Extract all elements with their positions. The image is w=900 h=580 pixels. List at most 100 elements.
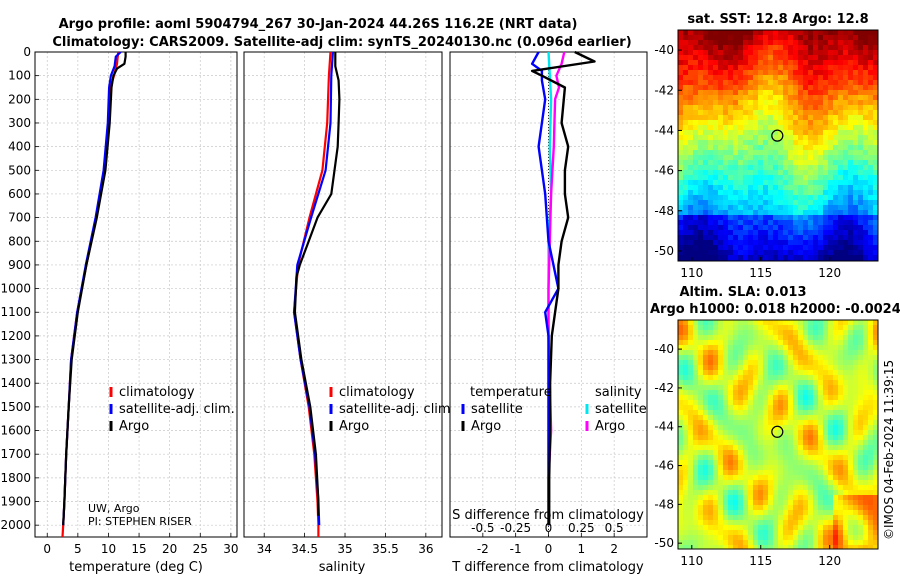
y-tick-label: -40 [654,43,674,57]
legend-entry: satellite [471,402,523,417]
plot-area [244,52,442,537]
y-tick-label: 700 [8,211,31,225]
heatmap-image [678,320,879,550]
y-tick-label: 1500 [0,400,31,414]
y-tick-label: 1300 [0,353,31,367]
s-tick-label: -0.5 [471,521,494,535]
x-tick-label: 110 [680,266,703,280]
legend-entry: Argo [595,419,625,434]
heatmap-image [678,30,879,262]
legend-entry: satellite-adj. clim. [339,402,455,417]
y-tick-label: 1800 [0,471,31,485]
y-tick-label: -44 [654,420,674,434]
legend-entry: climatology [339,385,415,400]
argo-position-marker [771,425,784,438]
y-tick-label: -40 [654,342,674,356]
sal-argo-line [293,52,341,516]
y-tick-label: -48 [654,497,674,511]
x-tick-label: 120 [818,554,841,568]
sla-subtitle: Argo h1000: 0.018 h2000: -0.0024 [650,302,900,317]
sla-title: Altim. SLA: 0.013 [680,285,807,300]
y-tick-label: 600 [8,187,31,201]
x-tick-label: 30 [223,542,238,556]
axes-frame [243,51,443,538]
x-tick-label: 110 [680,554,703,568]
x-tick-label: 115 [749,554,772,568]
y-tick-label: -42 [654,381,674,395]
legend-title-salinity: salinity [595,385,642,400]
x-tick-label: 10 [101,542,116,556]
tdiff-x-label: T difference from climatology [451,560,644,575]
y-tick-label: 1400 [0,376,31,390]
x-tick-label: 34.5 [291,542,318,556]
x-tick-label: 35.5 [372,542,399,556]
sst-map-panel: sat. SST: 12.8 Argo: 12.8 110 115 120 -40 -42… [654,12,879,280]
legend-entry: Argo [471,419,501,434]
y-tick-label: 1600 [0,424,31,438]
y-tick-label: 1100 [0,305,31,319]
y-tick-label: 900 [8,258,31,272]
sal-x-label: salinity [319,560,366,575]
y-tick-label: 100 [8,69,31,83]
y-tick-label: 1200 [0,329,31,343]
x-tick-label: 115 [749,266,772,280]
credit-line1: UW, Argo [88,502,140,515]
y-tick-label: -46 [654,164,674,178]
y-tick-label: -42 [654,83,674,97]
y-tick-label: 500 [8,163,31,177]
x-tick-label: 25 [193,542,208,556]
y-tick-label: 2000 [0,518,31,532]
figure-title-line1: Argo profile: aoml 5904794_267 30-Jan-20… [59,17,578,32]
y-tick-label: 400 [8,140,31,154]
figure-title-line2: Climatology: CARS2009. Satellite-adj cli… [52,35,631,50]
y-tick-label: 1700 [0,447,31,461]
tdiff-satellite-line [530,51,560,526]
x-tick-label: 0 [43,542,51,556]
y-tick-label: 800 [8,234,31,248]
y-tick-label: -50 [654,536,674,550]
x-tick-label: 0 [545,542,553,556]
x-tick-label: -1 [510,542,522,556]
y-tick-label: 300 [8,116,31,130]
y-tick-label: -48 [654,204,674,218]
x-tick-label: 1 [578,542,586,556]
y-tick-label: 0 [23,45,31,59]
sdiff-x-label: S difference from climatology [452,508,644,523]
s-tick-label: 0 [545,521,553,535]
legend-entry: satellite-adj. clim. [119,402,235,417]
legend-entry: climatology [119,385,195,400]
x-tick-label: 5 [74,542,82,556]
sla-map-panel: Altim. SLA: 0.013 Argo h1000: 0.018 h2000… [650,285,900,568]
salinity-panel: 34 34.5 35 35.5 36 salinity climatology satelli… [243,51,455,575]
y-tick-label: -50 [654,244,674,258]
y-tick-label: 1900 [0,495,31,509]
s-tick-label: -0.25 [500,521,531,535]
x-tick-label: 15 [131,542,146,556]
credit-line2: PI: STEPHEN RISER [88,515,192,528]
y-tick-label: -44 [654,123,674,137]
x-tick-label: 36 [418,542,433,556]
sst-title: sat. SST: 12.8 Argo: 12.8 [687,12,868,27]
y-tick-label: -46 [654,459,674,473]
legend-entry: Argo [119,419,149,434]
y-tick-label: 200 [8,92,31,106]
temp-argo-line [62,52,127,526]
legend-entry: Argo [339,419,369,434]
map-frame [677,29,879,262]
x-tick-label: 34 [257,542,272,556]
s-tick-label: 0.25 [568,521,595,535]
s-tick-label: 0.5 [605,521,624,535]
legend-entry: satellite [595,402,647,417]
temp-x-label: temperature (deg C) [69,560,203,575]
map-frame [677,319,879,550]
x-tick-label: -2 [477,542,489,556]
x-tick-label: 35 [337,542,352,556]
x-tick-label: 20 [162,542,177,556]
x-tick-label: 120 [818,266,841,280]
axes-frame [34,51,238,538]
x-tick-label: 2 [610,542,618,556]
temperature-panel: 0 5 10 15 20 25 300100200300400500600700800900… [0,45,238,575]
y-tick-label: 1000 [0,282,31,296]
argo-position-marker [771,129,784,142]
